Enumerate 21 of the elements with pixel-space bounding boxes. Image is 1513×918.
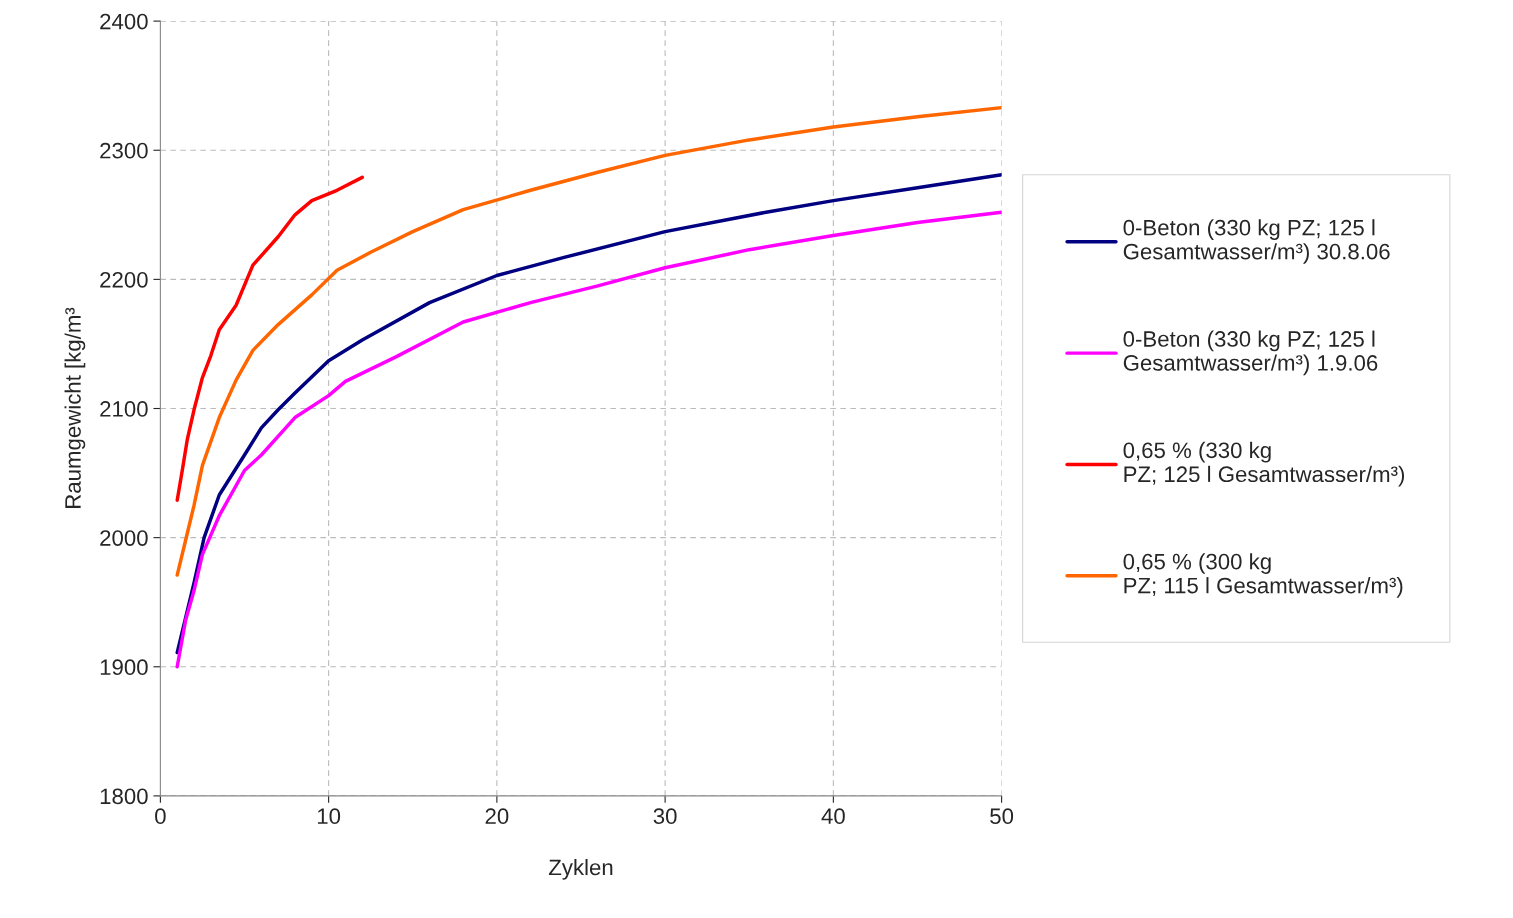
y-tick-label: 2400 [100,13,148,30]
y-tick-label: 2200 [100,271,148,288]
legend-label: 0-Beton (330 kg PZ; 125 l Gesamtwasser/m³) 30.8.06 [1123,219,1390,264]
x-tick-label: 10 [317,808,341,825]
legend-label: 0,65 % (330 kg PZ; 125 l Gesamtwasser/m³) [1123,441,1405,487]
y-tick-label: 2300 [100,142,148,159]
line-series [175,105,1002,577]
legend-label: 0-Beton (330 kg PZ; 125 l Gesamtwasser/m³) 1.9.06 [1123,330,1378,376]
x-tick-label: 50 [990,808,1014,825]
y-axis-title: Raumgewicht [kg/m³ [64,307,86,508]
x-axis-title: Zyklen [548,858,613,880]
y-tick-label: 2000 [100,530,148,546]
x-tick-label: 20 [485,808,509,825]
y-tick-label: 2100 [100,401,148,417]
legend-label: 0,65 % (300 kg PZ; 115 l Gesamtwasser/m³) [1123,553,1403,598]
line-series [175,175,365,502]
x-tick-label: 30 [653,808,677,825]
y-tick-label: 1800 [100,788,148,805]
x-tick-label: 40 [821,808,845,825]
y-tick-label: 1900 [100,659,148,676]
x-tick-label: 0 [155,808,166,825]
